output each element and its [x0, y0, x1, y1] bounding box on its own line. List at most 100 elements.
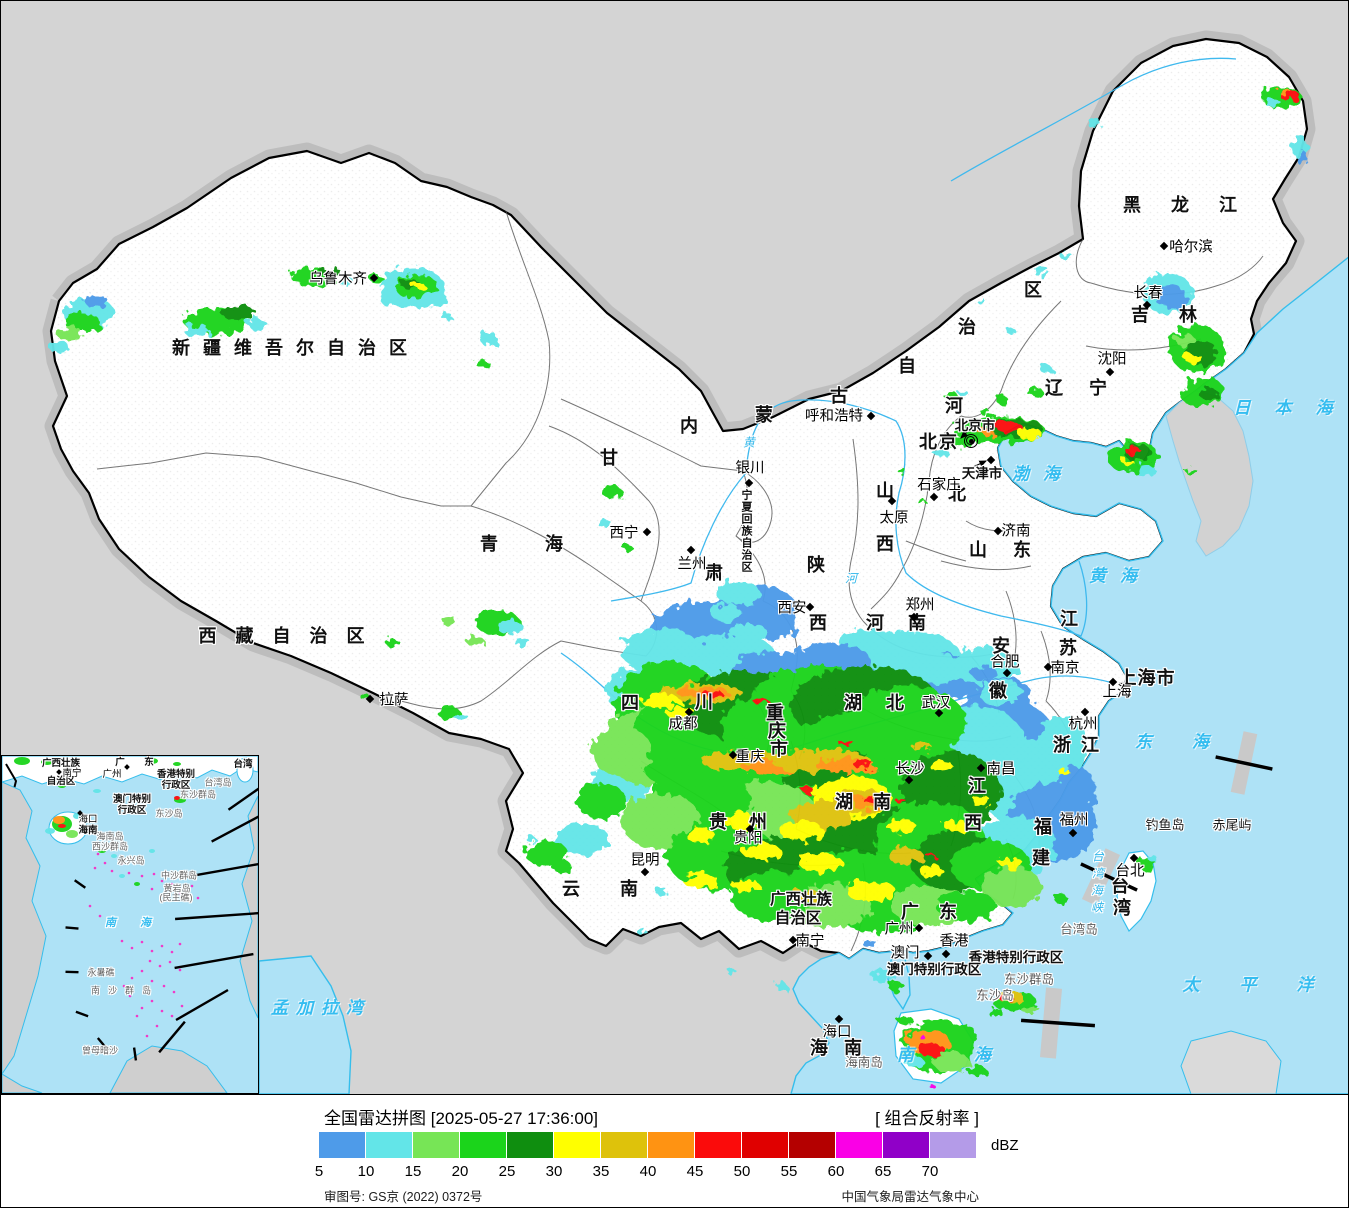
legend-color-cell: [413, 1132, 459, 1158]
legend-scale-value: 60: [827, 1163, 845, 1180]
radar-echo: [753, 698, 769, 704]
radar-echo: [790, 890, 822, 902]
radar-echo: [1185, 468, 1197, 474]
radar-echo: [995, 395, 1007, 403]
reef-marker: [122, 984, 126, 988]
radar-echo: [53, 816, 65, 824]
radar-echo: [1006, 700, 1026, 712]
legend-scale-value: 55: [780, 1163, 798, 1180]
legend-color-cell: [930, 1132, 976, 1158]
boundary-dash-layer: [1020, 755, 1273, 1028]
radar-echo: [410, 282, 424, 288]
radar-echo: [338, 277, 354, 285]
radar-echo: [732, 880, 760, 892]
reef-marker: [178, 968, 182, 972]
luzon-island: [1180, 1030, 1282, 1094]
reef-marker: [145, 1034, 149, 1038]
radar-echo: [1279, 89, 1291, 95]
radar-echo: [926, 854, 936, 858]
nine-dash-segment: [174, 952, 254, 970]
radar-echo: [526, 836, 536, 842]
radar-echo: [553, 823, 609, 855]
license-number: 审图号: GS京 (2022) 0372号: [324, 1190, 483, 1204]
radar-echo: [14, 757, 30, 765]
radar-echo: [1033, 266, 1049, 276]
inset-borneo: [109, 1045, 228, 1093]
radar-echo: [386, 639, 400, 647]
radar-echo: [886, 819, 916, 833]
reef-marker: [120, 939, 124, 943]
legend-scale-value: 20: [451, 1163, 469, 1180]
radar-echo: [84, 295, 108, 307]
radar-echo: [513, 637, 529, 645]
radar-echo-layer: [49, 87, 1308, 1089]
reef-marker: [130, 976, 134, 980]
radar-echo: [58, 824, 66, 828]
radar-echo: [479, 331, 497, 345]
reef-marker: [120, 862, 124, 866]
credit-text: 中国气象局雷达气象中心: [841, 1190, 979, 1204]
radar-echo: [1155, 285, 1187, 309]
inset-dash-layer: [65, 777, 258, 1061]
radar-echo: [655, 887, 667, 895]
reef-marker: [148, 959, 152, 963]
reef-marker: [140, 874, 144, 878]
reef-marker: [170, 882, 174, 886]
radar-echo: [1022, 1006, 1040, 1014]
reef-marker: [127, 871, 131, 875]
radar-echo: [1040, 365, 1052, 373]
radar-echo: [1028, 388, 1044, 398]
nine-dash-segment: [75, 1010, 89, 1018]
radar-echo: [146, 758, 158, 764]
radar-echo: [863, 797, 875, 803]
radar-echo: [524, 841, 568, 865]
radar-echo: [919, 865, 943, 877]
radar-echo: [979, 680, 1023, 706]
korea-peninsula: [1165, 390, 1254, 557]
legend-color-cell: [601, 1132, 647, 1158]
legend-scale-value: 10: [357, 1163, 375, 1180]
legend-color-cell: [648, 1132, 694, 1158]
radar-echo: [933, 1052, 969, 1072]
radar-echo: [950, 1025, 976, 1041]
reef-marker: [130, 946, 134, 950]
legend-scale-value: 5: [314, 1163, 324, 1180]
radar-echo: [900, 470, 908, 476]
bay-of-bengal: [258, 955, 352, 1094]
legend-scale-value: 30: [545, 1163, 563, 1180]
map-title: 全国雷达拼图 [2025-05-27 17:36:00]: [324, 1109, 599, 1128]
radar-echo: [683, 874, 719, 888]
legend-color-cell: [366, 1132, 412, 1158]
radar-echo: [621, 629, 701, 673]
radar-echo: [846, 881, 896, 901]
radar-echo: [641, 694, 681, 708]
reef-marker: [140, 969, 144, 973]
radar-echo: [999, 858, 1023, 868]
radar-echo: [723, 813, 759, 829]
radar-echo: [321, 268, 341, 276]
radar-echo: [958, 390, 968, 396]
nine-dash-segment: [73, 879, 87, 889]
radar-echo: [971, 666, 997, 680]
base-map: [1, 1, 1348, 1094]
reef-marker: [168, 960, 172, 964]
radar-echo: [1148, 856, 1158, 862]
radar-echo: [58, 784, 66, 788]
radar-echo: [726, 968, 736, 974]
radar-echo: [497, 620, 523, 634]
reef-marker: [162, 984, 166, 988]
nine-dash-segment: [227, 777, 258, 811]
radar-echo: [977, 298, 985, 304]
legend-scale-value: 45: [686, 1163, 704, 1180]
reef-marker: [178, 942, 182, 946]
nine-dash-segment: [1215, 755, 1273, 771]
radar-echo: [967, 1066, 987, 1076]
legend-color-cell: [789, 1132, 835, 1158]
reef-marker: [196, 896, 200, 900]
radar-echo: [1176, 335, 1196, 347]
nine-dash-segment: [65, 926, 79, 930]
legend-scale-value: 35: [592, 1163, 610, 1180]
radar-echo: [134, 882, 140, 886]
radar-echo: [466, 636, 484, 646]
radar-echo: [779, 821, 823, 841]
